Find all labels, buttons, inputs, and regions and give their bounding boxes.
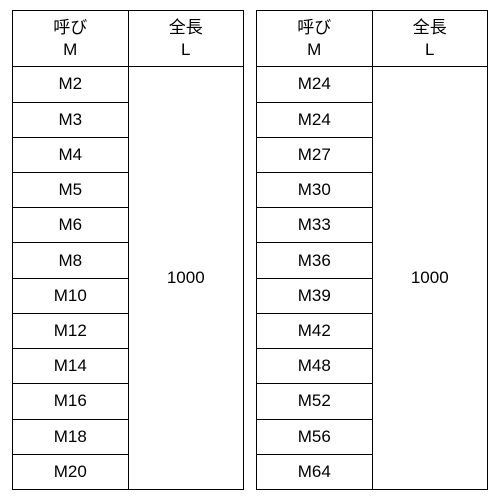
header-unit: L (133, 39, 240, 61)
header-length: 全長 L (372, 11, 488, 67)
table-row: M27 (257, 137, 373, 172)
table-row: M18 (13, 419, 129, 454)
header-length: 全長 L (128, 11, 244, 67)
header-unit: M (261, 39, 368, 61)
table-row: M3 (13, 102, 129, 137)
size-table-left: 呼び M 全長 L M21000 M3 M4 M5 M6 M8 M10 M12 … (12, 10, 244, 490)
header-label: 呼び (17, 17, 124, 39)
table-row: M8 (13, 243, 129, 278)
header-nominal: 呼び M (13, 11, 129, 67)
table-row: M24 (257, 67, 373, 102)
table-row: M6 (13, 208, 129, 243)
header-label: 全長 (133, 17, 240, 39)
table-row: M14 (13, 349, 129, 384)
header-label: 呼び (261, 17, 368, 39)
table-row: M16 (13, 384, 129, 419)
table-row: M30 (257, 173, 373, 208)
table-row: M5 (13, 173, 129, 208)
table-row: M56 (257, 419, 373, 454)
header-label: 全長 (377, 17, 484, 39)
table-row: M2 (13, 67, 129, 102)
merged-length-cell: 1000 (128, 67, 244, 490)
header-unit: L (377, 39, 484, 61)
table-row: M20 (13, 454, 129, 489)
size-table-right: 呼び M 全長 L M241000 M24 M27 M30 M33 M36 M3… (256, 10, 488, 490)
table-row: M10 (13, 278, 129, 313)
table-row: M52 (257, 384, 373, 419)
table-row: M12 (13, 313, 129, 348)
table-row: M36 (257, 243, 373, 278)
table-row: M33 (257, 208, 373, 243)
header-unit: M (17, 39, 124, 61)
table-row: M39 (257, 278, 373, 313)
table-row: M4 (13, 137, 129, 172)
table-row: M48 (257, 349, 373, 384)
table-row: M64 (257, 454, 373, 489)
table-row: M24 (257, 102, 373, 137)
header-nominal: 呼び M (257, 11, 373, 67)
table-row: M42 (257, 313, 373, 348)
merged-length-cell: 1000 (372, 67, 488, 490)
